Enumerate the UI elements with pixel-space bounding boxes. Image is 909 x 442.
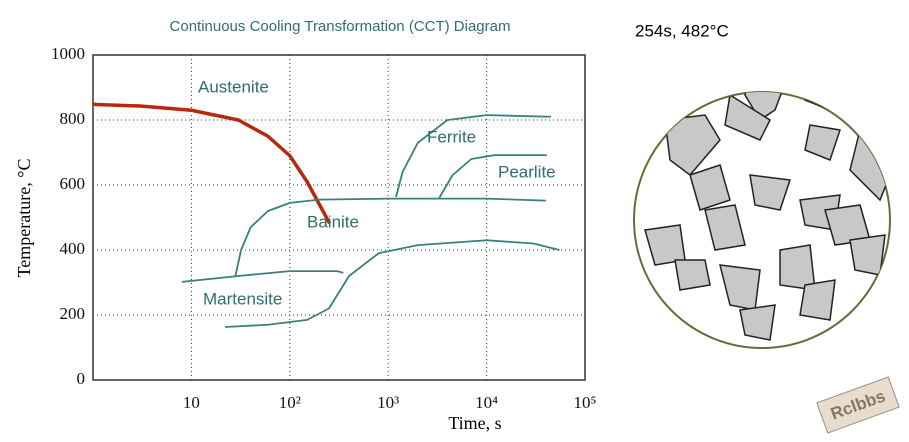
annotation: Pearlite [498, 162, 556, 181]
y-tick-label: 200 [60, 304, 86, 323]
curve [395, 114, 551, 198]
curve [92, 102, 332, 225]
y-tick-label: 400 [60, 239, 86, 258]
y-tick-label: 0 [77, 369, 86, 388]
x-tick-label: 10⁵ [574, 393, 597, 412]
annotation: Bainite [307, 212, 359, 231]
watermark: Rclbbs [816, 376, 900, 434]
y-axis-label: Temperature, °C [14, 159, 34, 278]
plot [92, 54, 586, 381]
curve [234, 197, 546, 277]
x-tick-label: 10 [183, 393, 200, 412]
annotation: Austenite [198, 77, 269, 96]
chart-title: Continuous Cooling Transformation (CCT) … [170, 18, 511, 35]
y-tick-label: 600 [60, 174, 86, 193]
micrograph-title: 254s, 482°C [635, 21, 729, 40]
y-tick-label: 1000 [51, 44, 85, 63]
curve [225, 239, 560, 328]
annotation: Ferrite [427, 127, 476, 146]
x-tick-label: 10² [279, 393, 301, 412]
y-tick-label: 800 [60, 109, 86, 128]
x-tick-label: 10⁴ [475, 393, 498, 412]
x-axis-label: Time, s [448, 413, 501, 433]
curve [438, 154, 547, 199]
annotation: Martensite [203, 289, 282, 308]
curve [181, 270, 344, 283]
micrograph [633, 91, 891, 349]
x-tick-label: 10³ [377, 393, 399, 412]
